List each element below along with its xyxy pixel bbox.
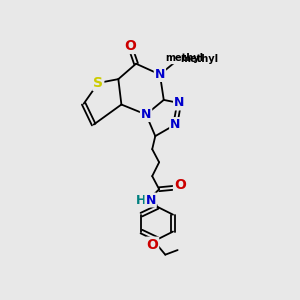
- Text: N: N: [170, 118, 181, 131]
- Text: methyl: methyl: [166, 53, 204, 63]
- Text: O: O: [174, 178, 186, 192]
- Text: S: S: [93, 76, 103, 90]
- Text: methyl: methyl: [181, 54, 219, 64]
- Text: N: N: [141, 108, 151, 121]
- Text: N: N: [146, 194, 156, 206]
- Text: O: O: [146, 238, 158, 252]
- Text: O: O: [124, 39, 136, 53]
- Text: N: N: [155, 68, 165, 81]
- Text: H: H: [136, 194, 147, 206]
- Text: N: N: [174, 97, 184, 110]
